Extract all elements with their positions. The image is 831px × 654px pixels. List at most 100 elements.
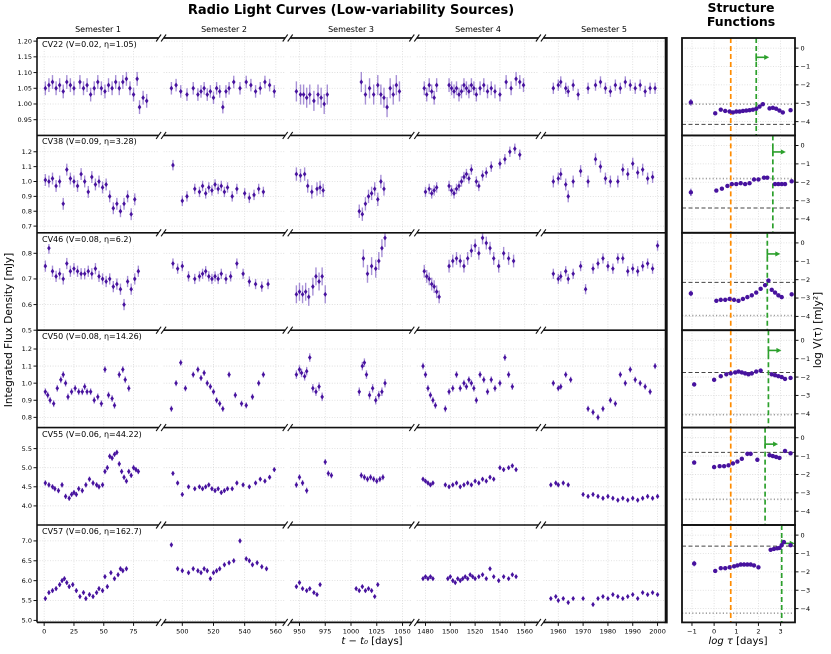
lc-panel-r6s5 — [543, 525, 665, 623]
lc-xtick-label: 1500 — [442, 627, 459, 635]
lc-xtick-label: 540 — [238, 627, 250, 635]
semester-header-2: Semester 2 — [201, 25, 247, 34]
lc-xtick-label: 0 — [42, 627, 46, 635]
lc-panel-r1s1 — [37, 38, 159, 136]
lc-xtick-label: 75 — [129, 627, 137, 635]
sf-ytick-label: 0 — [801, 531, 805, 539]
lc-ytick-label: 6.5 — [22, 557, 32, 565]
semester-header-1: Semester 1 — [75, 25, 121, 34]
lc-ytick-label: 0.8 — [22, 207, 32, 215]
sf-ytick-label: −4 — [801, 118, 811, 126]
data-points — [43, 163, 137, 221]
sf-green-arrow — [766, 249, 781, 258]
sf-y-axis-label: log V(τ) [mJy²] — [812, 291, 824, 369]
sf-green-arrow — [767, 346, 782, 355]
sf-panel-r1: 0 −1 −2 −3 −4 0.95 1.00 1.05 1.10 1.15 1.20 — [18, 37, 811, 137]
sf-ytick-label: −3 — [801, 197, 811, 205]
lc-xtick-label: 1980 — [600, 627, 617, 635]
lc-ytick-label: 0.5 — [22, 326, 32, 334]
sf-x-axis-label-unit: [days] — [732, 636, 768, 647]
data-points — [551, 76, 657, 101]
sf-ytick-label: −1 — [801, 160, 811, 168]
lc-ytick-label: 0.9 — [22, 193, 32, 201]
sf-ytick-label: 0 — [801, 434, 805, 442]
sf-x-axis-label: log τ [days] — [708, 636, 767, 647]
lc-panel-r4s1 — [37, 330, 159, 428]
lc-panel-r5s5 — [543, 427, 665, 525]
sf-ytick-label: 0 — [801, 44, 805, 52]
sf-ytick-label: −3 — [801, 294, 811, 302]
data-points — [294, 580, 380, 600]
lc-xtick-label: 520 — [207, 627, 219, 635]
lc-panel-r1s5 — [543, 38, 665, 136]
sf-panel-r2: 0 −1 −2 −3 −4 0.7 0.8 0.9 1.0 1.1 1.2 — [22, 134, 811, 234]
row-label-cv57: CV57 (V=0.06, η=162.7) — [40, 527, 144, 536]
lc-ytick-label: 0.8 — [22, 250, 32, 258]
lc-xtick-label: 500 — [176, 627, 188, 635]
lc-ytick-label: 1.10 — [18, 69, 32, 77]
lc-panel-r5s4 — [416, 427, 539, 525]
lc-panel-r3s1 — [37, 232, 159, 331]
lc-ytick-label: 0.9 — [22, 396, 32, 404]
sf-ytick-label: 0 — [801, 142, 805, 150]
sf-green-arrow — [755, 53, 770, 62]
sf-ytick-label: −3 — [801, 586, 811, 594]
sf-ytick-label: 0 — [801, 239, 805, 247]
lc-panel-r6s4 — [416, 525, 539, 623]
lc-ytick-label: 5.5 — [22, 445, 32, 453]
lc-ytick-label: 1.00 — [18, 100, 32, 108]
lc-panel-r6s2 — [163, 525, 286, 623]
sf-green-arrow — [764, 440, 779, 449]
lc-panel-r3s4 — [416, 232, 539, 331]
data-points — [294, 232, 387, 306]
lc-ytick-label: 1.1 — [22, 163, 32, 171]
lc-ytick-label: 0.7 — [22, 275, 32, 283]
lc-xtick-label: 1520 — [467, 627, 484, 635]
lc-ytick-label: 4.0 — [22, 502, 32, 510]
lc-ytick-label: 1.0 — [22, 379, 32, 387]
lc-ytick-label: 0.95 — [18, 116, 32, 124]
lc-panel-r2s5 — [543, 135, 665, 233]
semester-header-3: Semester 3 — [328, 25, 374, 34]
lc-panel-r3s2 — [163, 232, 286, 331]
sf-panel-r3: 0 −1 −2 −3 −4 0.5 0.6 0.7 0.8 — [22, 231, 811, 334]
lc-xtick-label: 25 — [70, 627, 78, 635]
lc-ytick-label: 5.5 — [22, 597, 32, 605]
data-points — [294, 71, 402, 118]
sf-ytick-label: −4 — [801, 507, 811, 515]
data-points — [169, 538, 269, 582]
lc-ytick-label: 7.0 — [22, 537, 32, 545]
lc-ytick-label: 1.2 — [22, 345, 32, 353]
data-points — [294, 458, 385, 494]
lc-xtick-label: 1960 — [550, 627, 567, 635]
lc-xtick-label: 560 — [270, 627, 282, 635]
sf-xtick-label: 3 — [779, 627, 783, 635]
lc-panel-r4s4 — [416, 330, 539, 428]
lc-xtick-label: 1970 — [575, 627, 592, 635]
lc-ytick-label: 1.20 — [18, 37, 32, 45]
x-axis-label: t − t₀ [days] — [341, 636, 402, 647]
data-points — [549, 589, 660, 608]
lc-xtick-label: 50 — [100, 627, 108, 635]
sf-panel-r5: 0 −1 −2 −3 −4 4.0 4.5 5.0 5.5 — [22, 426, 811, 526]
row-label-cv46: CV46 (V=0.08, η=6.2) — [40, 235, 134, 244]
lc-xtick-label: 1540 — [492, 627, 509, 635]
lc-ytick-label: 0.8 — [22, 414, 32, 422]
lc-panel-r2s3 — [290, 135, 412, 233]
sf-ytick-label: −4 — [801, 215, 811, 223]
lc-xtick-label: 950 — [293, 627, 305, 635]
lc-panel-r6s1 — [37, 525, 159, 623]
sf-ytick-label: 0 — [801, 337, 805, 345]
x-axis-label-math: t − t₀ — [341, 636, 368, 647]
data-points — [551, 240, 660, 295]
lc-xtick-label: 1050 — [394, 627, 411, 635]
lc-xtick-label: 1560 — [516, 627, 533, 635]
data-points — [171, 258, 270, 292]
axes-spines — [36, 34, 668, 627]
lc-panel-r4s2 — [163, 330, 286, 428]
sf-title-line1: Structure — [707, 0, 775, 15]
sf-ytick-label: −2 — [801, 276, 811, 284]
row-label-cv22: CV22 (V=0.02, η=1.05) — [40, 40, 139, 49]
figure-title: Radio Light Curves (Low-variability Sour… — [187, 3, 515, 18]
